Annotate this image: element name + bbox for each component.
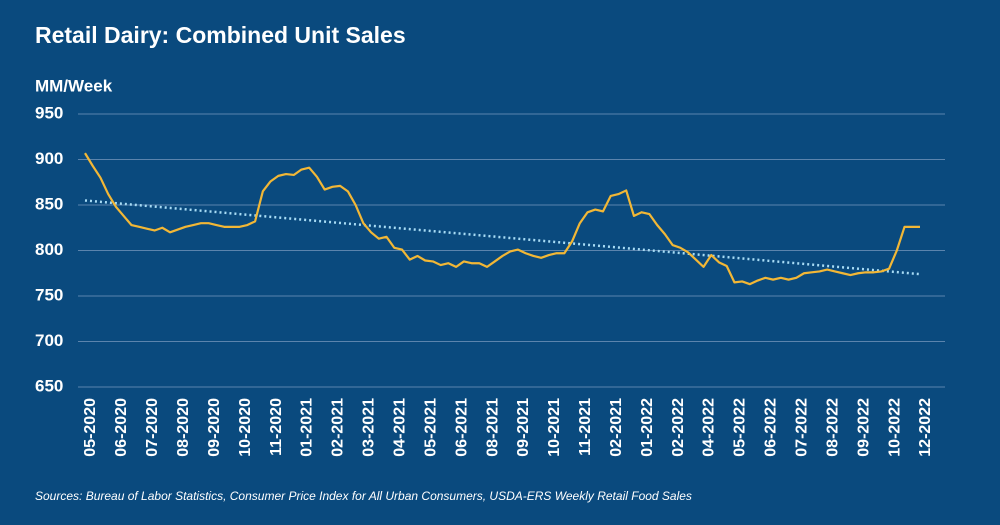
x-tick-label: 10-2022 <box>886 398 903 457</box>
y-tick-label: 800 <box>35 240 63 259</box>
x-tick-label: 04-2022 <box>701 398 718 457</box>
x-tick-label: 02-2022 <box>670 398 687 457</box>
source-note: Sources: Bureau of Labor Statistics, Con… <box>35 489 692 503</box>
x-tick-label: 03-2021 <box>361 398 378 457</box>
x-tick-label: 02-2021 <box>330 398 347 457</box>
y-tick-label: 750 <box>35 285 63 304</box>
x-tick-label: 06-2021 <box>453 398 470 457</box>
x-tick-label: 01-2022 <box>639 398 656 457</box>
x-tick-label: 11-2020 <box>268 398 285 456</box>
x-tick-label: 08-2020 <box>175 398 192 457</box>
x-tick-label: 04-2021 <box>391 398 408 457</box>
y-tick-label: 900 <box>35 149 63 168</box>
x-tick-label: 01-2021 <box>299 398 316 457</box>
x-tick-label: 10-2021 <box>546 398 563 457</box>
x-tick-label: 11-2021 <box>577 398 594 456</box>
x-tick-label: 07-2022 <box>794 398 811 457</box>
x-tick-label: 06-2022 <box>763 398 780 457</box>
y-tick-label: 650 <box>35 376 63 395</box>
x-tick-label: 05-2022 <box>732 398 749 457</box>
x-tick-label: 07-2020 <box>144 398 161 457</box>
x-tick-label: 08-2022 <box>824 398 841 457</box>
x-tick-label: 08-2021 <box>484 398 501 457</box>
x-tick-label: 05-2020 <box>82 398 99 457</box>
x-tick-label: 02-2021 <box>608 398 625 457</box>
x-tick-label: 06-2020 <box>113 398 130 457</box>
x-tick-label: 09-2022 <box>855 398 872 457</box>
x-tick-label: 09-2020 <box>206 398 223 457</box>
x-tick-label: 05-2021 <box>422 398 439 457</box>
data-line <box>84 152 920 286</box>
y-tick-label: 700 <box>35 331 63 350</box>
x-tick-label: 09-2021 <box>515 398 532 457</box>
chart-title: Retail Dairy: Combined Unit Sales <box>35 22 406 48</box>
x-tick-label: 12-2022 <box>917 398 934 457</box>
y-tick-label: 950 <box>35 103 63 122</box>
y-tick-label: 850 <box>35 194 63 213</box>
y-axis-label: MM/Week <box>35 76 113 95</box>
x-tick-label: 10-2020 <box>237 398 254 457</box>
